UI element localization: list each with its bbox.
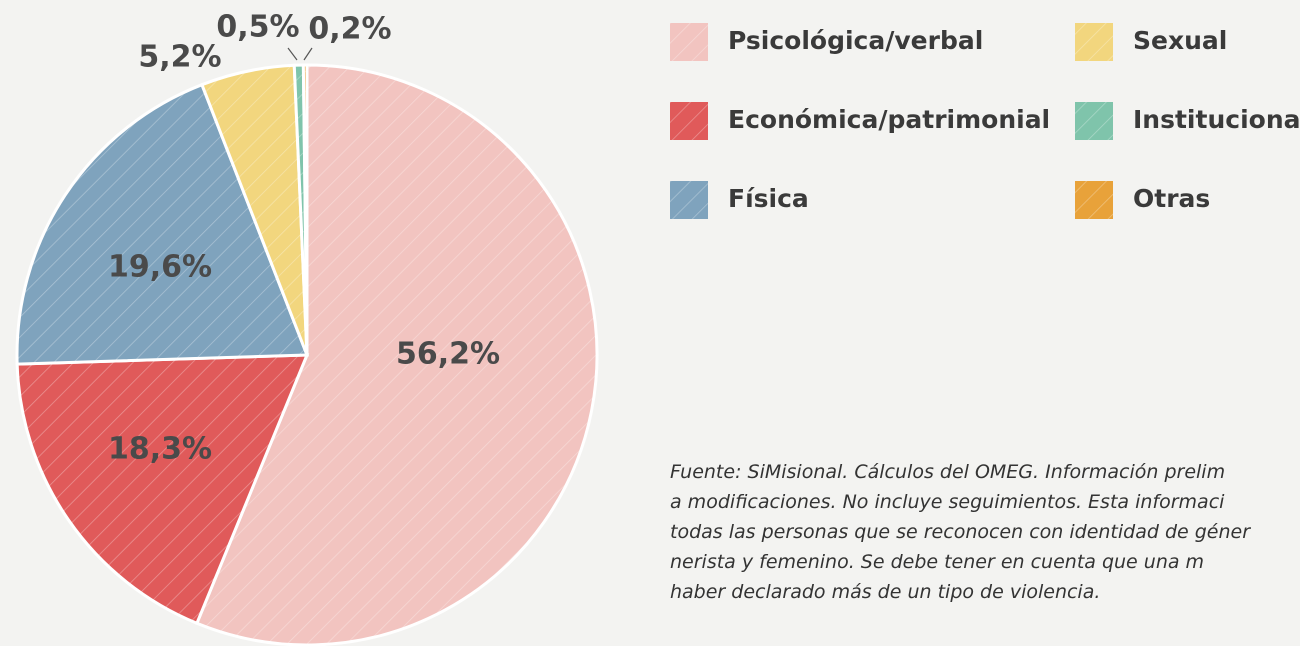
legend-label: Física — [728, 184, 809, 213]
slice-hatch — [201, 65, 307, 355]
data-label: 5,2% — [138, 40, 221, 75]
legend-label: Otras — [1133, 184, 1210, 213]
note-line: Fuente: SiMisional. Cálculos del OMEG. I… — [670, 461, 1225, 483]
data-label: 0,2% — [308, 12, 391, 47]
slice-group — [194, 63, 599, 646]
slice-hatch — [16, 84, 307, 365]
slice-group — [15, 82, 310, 366]
note-line: haber declarado más de un tipo de violen… — [670, 581, 1100, 603]
data-label: 18,3% — [108, 432, 212, 467]
legend-swatch-hatch — [670, 102, 708, 140]
data-label: 56,2% — [396, 337, 500, 372]
legend-label: Sexual — [1133, 26, 1227, 55]
legend-swatch-hatch — [1075, 181, 1113, 219]
slice-hatch — [196, 65, 597, 645]
slice-group — [199, 63, 309, 356]
note-line: nerista y femenino. Se debe tener en cue… — [670, 551, 1204, 573]
slice-hatch — [17, 355, 307, 624]
legend-swatch-hatch — [670, 181, 708, 219]
note-line: a modificaciones. No incluye seguimiento… — [670, 491, 1225, 513]
data-label: 19,6% — [108, 250, 212, 285]
legend-label: Institucional — [1133, 105, 1300, 134]
legend-swatch-hatch — [1075, 102, 1113, 140]
legend-swatch-hatch — [670, 23, 708, 61]
legend-swatch-hatch — [1075, 23, 1113, 61]
leader — [303, 47, 313, 61]
note-line: todas las personas que se reconocen con … — [670, 521, 1251, 543]
slice-group — [301, 63, 309, 356]
legend-label: Psicológica/verbal — [728, 26, 983, 55]
slice-group — [15, 353, 310, 626]
data-label: 0,5% — [216, 10, 299, 45]
slice-hatch — [303, 65, 307, 355]
leader — [287, 47, 298, 61]
legend-label: Económica/patrimonial — [728, 105, 1050, 134]
